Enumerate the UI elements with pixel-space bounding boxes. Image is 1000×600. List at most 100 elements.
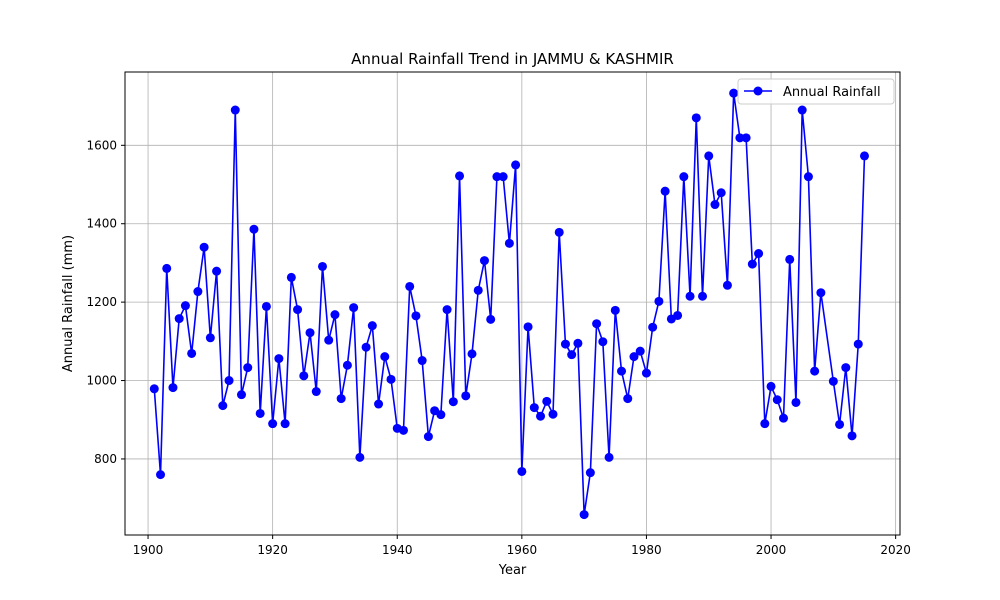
data-point xyxy=(604,452,614,462)
data-point xyxy=(648,322,658,332)
data-point xyxy=(504,238,514,248)
y-tick-label: 800 xyxy=(94,452,117,466)
data-point xyxy=(766,381,776,391)
data-point xyxy=(486,314,496,324)
x-tick-label: 2000 xyxy=(756,543,787,557)
data-point xyxy=(293,305,303,315)
data-point xyxy=(698,291,708,301)
data-point xyxy=(853,339,863,349)
data-point xyxy=(847,431,857,441)
data-point xyxy=(492,172,502,182)
data-point xyxy=(623,394,633,404)
x-tick-label: 1920 xyxy=(257,543,288,557)
x-tick-label: 2020 xyxy=(880,543,911,557)
data-point xyxy=(168,383,178,393)
data-point xyxy=(585,468,595,478)
data-point xyxy=(573,338,583,348)
data-point xyxy=(174,314,184,324)
data-point xyxy=(592,319,602,329)
data-point xyxy=(567,350,577,360)
data-point xyxy=(722,280,732,290)
data-point xyxy=(311,387,321,397)
data-point xyxy=(411,311,421,321)
legend-marker-swatch xyxy=(753,86,763,96)
data-point xyxy=(841,363,851,373)
data-point xyxy=(280,419,290,429)
data-point xyxy=(330,310,340,320)
data-point xyxy=(685,291,695,301)
data-point xyxy=(785,254,795,264)
y-tick-label: 1200 xyxy=(86,295,117,309)
data-point xyxy=(261,301,271,311)
data-point xyxy=(199,242,209,252)
plot-frame xyxy=(124,71,901,536)
data-point xyxy=(691,113,701,123)
data-point xyxy=(398,425,408,435)
data-point xyxy=(236,390,246,400)
data-point xyxy=(455,171,465,181)
data-point xyxy=(542,396,552,406)
data-point xyxy=(187,348,197,358)
data-point xyxy=(361,342,371,352)
data-point xyxy=(772,395,782,405)
data-point xyxy=(641,368,651,378)
data-point xyxy=(461,391,471,401)
x-tick-label: 1900 xyxy=(133,543,164,557)
data-point xyxy=(149,384,159,394)
data-point xyxy=(548,409,558,419)
data-point xyxy=(779,413,789,423)
data-point xyxy=(243,363,253,373)
data-point xyxy=(336,394,346,404)
data-point xyxy=(448,397,458,407)
data-point xyxy=(791,397,801,407)
data-point xyxy=(218,401,228,411)
data-point xyxy=(754,249,764,259)
data-point xyxy=(523,322,533,332)
data-point xyxy=(629,352,639,362)
data-point xyxy=(386,374,396,384)
data-point xyxy=(610,305,620,315)
data-point xyxy=(374,399,384,409)
data-point xyxy=(212,266,222,276)
data-point xyxy=(305,328,315,338)
data-point xyxy=(498,172,508,182)
data-point xyxy=(230,105,240,115)
data-point xyxy=(405,281,415,291)
data-point xyxy=(355,452,365,462)
data-point xyxy=(816,288,826,298)
data-point xyxy=(193,287,203,297)
data-point xyxy=(710,200,720,210)
data-point xyxy=(162,263,172,273)
data-point xyxy=(349,303,359,313)
x-tick-label: 1940 xyxy=(382,543,413,557)
data-point xyxy=(554,227,564,237)
data-point xyxy=(180,301,190,311)
data-point xyxy=(654,296,664,306)
grid-lines xyxy=(125,72,900,535)
data-point xyxy=(317,261,327,271)
data-point xyxy=(436,410,446,420)
data-point xyxy=(274,354,284,364)
data-point xyxy=(224,376,234,386)
data-point xyxy=(635,346,645,356)
data-point xyxy=(741,133,751,143)
series-layer xyxy=(149,88,869,520)
legend: Annual Rainfall xyxy=(737,78,895,105)
data-point xyxy=(859,151,869,161)
data-point xyxy=(423,432,433,442)
data-point xyxy=(679,172,689,182)
x-axis-label: Year xyxy=(498,563,527,578)
legend-box xyxy=(737,78,895,105)
data-point xyxy=(380,352,390,362)
data-point xyxy=(367,321,377,331)
data-point xyxy=(517,466,527,476)
data-point xyxy=(479,256,489,266)
chart-title: Annual Rainfall Trend in JAMMU & KASHMIR xyxy=(351,50,674,68)
data-point xyxy=(760,419,770,429)
data-point xyxy=(324,335,334,345)
y-tick-label: 1000 xyxy=(86,374,117,388)
axis-ticks: 1900 1920 1940 1960 1980 2000 2020 800 1000 1200 1… xyxy=(86,138,910,557)
data-point xyxy=(536,411,546,421)
data-point xyxy=(205,333,215,343)
data-point xyxy=(156,470,166,480)
